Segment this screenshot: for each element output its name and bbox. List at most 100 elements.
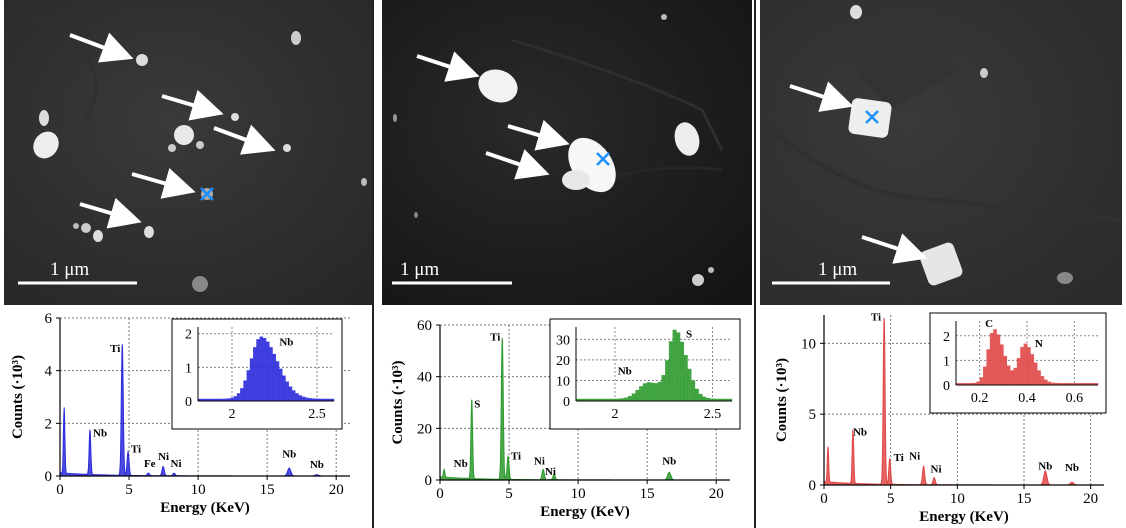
inset-bar: [1033, 362, 1038, 385]
inset-bar: [1043, 379, 1048, 385]
inset-bar: [628, 395, 633, 401]
inset-y-tick-label: 20: [556, 354, 570, 369]
inset-bar: [676, 332, 681, 401]
inset-bar: [672, 329, 677, 401]
panel-divider: [754, 0, 756, 528]
y-axis-label: Counts (·10³): [774, 358, 790, 442]
inset-bar: [288, 386, 293, 401]
inset-bar: [646, 382, 651, 401]
inset-bar: [654, 383, 659, 401]
inset-chart: 2 2.5 0 10 20 30 Nb S: [549, 318, 741, 430]
inset-bar: [657, 381, 662, 401]
peak-label: Nb: [310, 459, 324, 471]
inset-bar: [295, 393, 299, 401]
inset-bar: [706, 397, 711, 401]
y-axis-label: Counts (·10³): [10, 355, 26, 439]
inset-bar: [579, 398, 584, 401]
inset-bar: [233, 396, 238, 401]
inset-frame: [549, 318, 741, 430]
sem-image-left: 1 μm: [4, 0, 372, 305]
arrow-group: [416, 51, 570, 180]
arrow-group: [789, 81, 928, 264]
inset-bar: [1027, 347, 1031, 385]
left-panel: 1 μm 0 5 10 15 20 0 2 4 6 Energy (KeV) Counts (·10…: [0, 0, 372, 528]
inset-bar: [986, 349, 991, 385]
cross-marker-icon: [865, 110, 879, 124]
inset-bar: [624, 397, 629, 401]
inset-bar: [1054, 382, 1058, 385]
inset-bar: [1064, 383, 1068, 385]
panel-divider: [372, 0, 374, 528]
y-tick-label: 10: [801, 336, 816, 352]
inset-bar: [246, 370, 251, 401]
inset-bar: [694, 388, 699, 401]
inset-y-tick-label: 1: [185, 361, 192, 376]
inset-bar: [602, 398, 607, 401]
inset-bar: [959, 383, 964, 385]
inset-bar: [993, 329, 997, 385]
inset-y-tick-label: 0: [185, 395, 192, 410]
cross-marker-icon: [200, 187, 214, 201]
inset-bar: [314, 398, 319, 401]
inset-bar: [259, 336, 264, 401]
inset-bar: [642, 383, 647, 401]
inset-bar: [227, 398, 231, 401]
x-tick-label: 15: [260, 482, 275, 498]
inset-y-tick-label: 1: [943, 354, 950, 369]
inset-bar: [999, 344, 1004, 385]
inset-bar: [1023, 343, 1028, 385]
inset-bar: [1016, 358, 1021, 385]
inset-x-tick-label: 2: [229, 407, 236, 422]
inset-bar: [687, 368, 692, 401]
inset-bar: [324, 398, 328, 401]
inset-bar: [639, 386, 644, 401]
inset-x-tick-label: 0.4: [1018, 391, 1036, 406]
inset-bar: [217, 398, 221, 401]
peak-label: Ni: [909, 451, 920, 463]
inset-chart: 2 2.5 0 1 2 Nb: [171, 318, 343, 430]
inset-bar: [262, 337, 267, 401]
inset-y-tick-label: 10: [556, 374, 570, 389]
inset-bar: [635, 389, 640, 401]
inset-bar: [1037, 370, 1041, 385]
inset-bar: [269, 347, 273, 401]
inset-chart: 0.2 0.4 0.6 0 1 2 C N: [929, 312, 1107, 414]
inset-bar: [330, 398, 335, 401]
inset-bar: [717, 398, 722, 401]
inset-bar: [576, 398, 581, 401]
x-tick-label: 0: [56, 482, 64, 498]
arrow-group: [69, 32, 276, 229]
inset-y-tick-label: 0: [943, 379, 950, 394]
peak-label: Ti: [131, 443, 141, 455]
peak-label: Ti: [871, 312, 881, 324]
x-tick-label: 15: [640, 486, 655, 502]
inset-bar: [266, 341, 270, 401]
peak-label: Nb: [93, 428, 107, 440]
inset-bar: [275, 361, 280, 401]
peak-label: Nb: [853, 426, 867, 438]
inset-bar: [223, 398, 228, 401]
inset-bar: [661, 375, 666, 401]
y-tick-label: 0: [45, 469, 53, 485]
inset-bar: [321, 398, 325, 401]
inset-bar: [1050, 382, 1055, 385]
scale-bar-label: 1 μm: [50, 259, 89, 280]
inset-bar: [594, 398, 599, 401]
inset-bar: [220, 398, 225, 401]
inset-y-tick-label: 2: [185, 328, 192, 343]
y-tick-label: 0: [809, 478, 817, 494]
peak-label: Ti: [110, 343, 120, 355]
inset-bar: [996, 334, 1001, 385]
inset-bar: [989, 333, 994, 385]
right-panel: 1 μm 0 5 10 15 20 0 5 10 Energy (KeV) Counts (·10…: [756, 0, 1126, 528]
peak-label: Nb: [454, 458, 468, 470]
inset-bar: [1077, 383, 1082, 385]
inset-bar: [236, 393, 241, 401]
x-tick-label: 20: [709, 486, 724, 502]
inset-bar: [650, 382, 655, 401]
inset-bar: [1087, 383, 1092, 385]
inset-bar: [979, 377, 984, 385]
inset-bar: [962, 383, 967, 385]
inset-bar: [698, 393, 703, 401]
